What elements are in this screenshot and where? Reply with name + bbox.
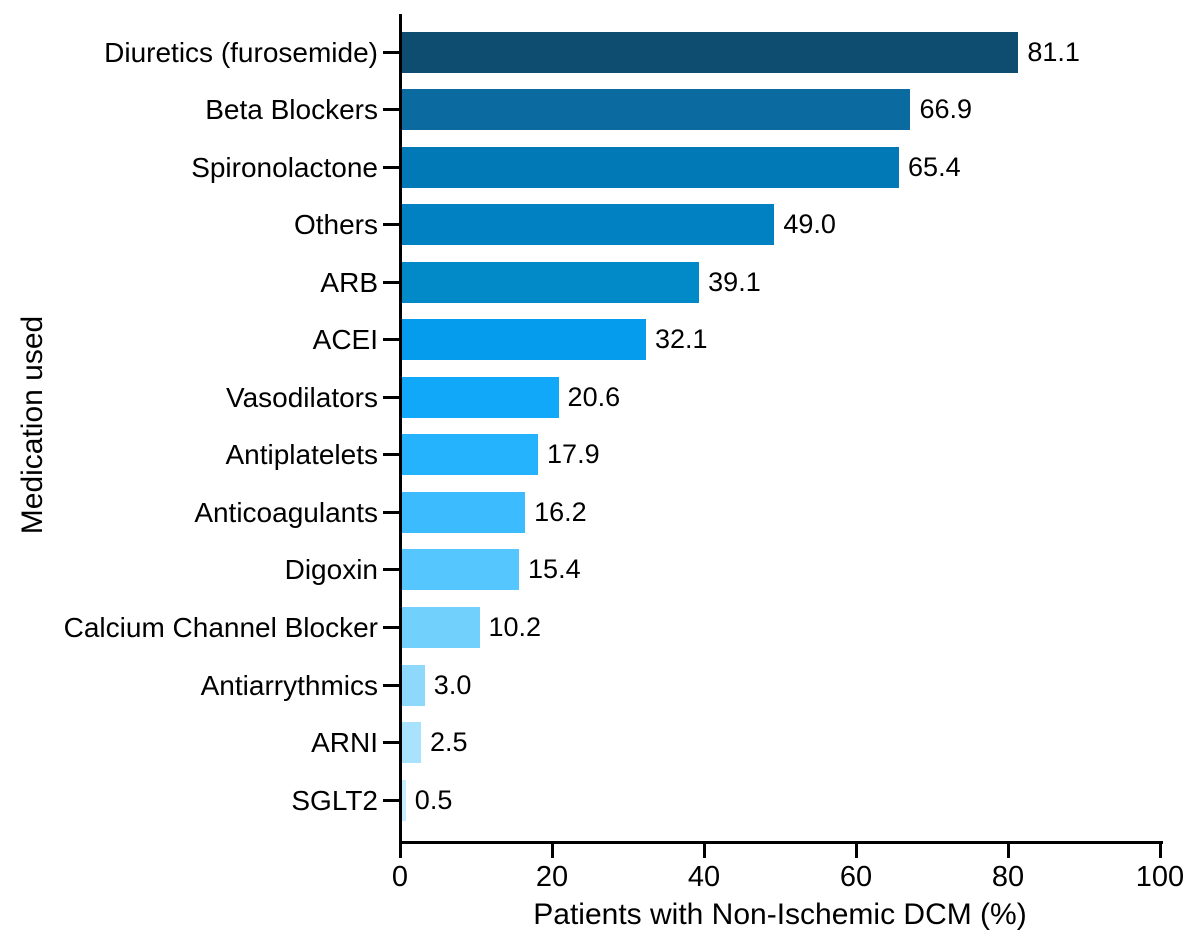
bar <box>402 549 520 591</box>
value-label: 3.0 <box>433 669 472 700</box>
category-label: ARB <box>320 266 378 298</box>
x-tick <box>398 844 402 858</box>
x-axis-title: Patients with Non-Ischemic DCM (%) <box>533 898 1027 931</box>
value-label: 32.1 <box>654 324 708 355</box>
category-label: Beta Blockers <box>205 94 378 126</box>
category-tick <box>383 510 400 514</box>
category-tick <box>383 741 400 745</box>
bar <box>402 664 425 706</box>
category-tick <box>383 626 400 629</box>
value-label: 81.1 <box>1027 36 1080 67</box>
value-label: 49.0 <box>783 209 836 240</box>
category-tick <box>383 50 400 54</box>
category-label: Spironolactone <box>191 151 378 183</box>
category-tick <box>383 280 400 284</box>
category-label: SGLT2 <box>291 784 378 816</box>
bar <box>402 261 700 303</box>
category-tick <box>383 568 400 572</box>
bar <box>402 491 526 533</box>
x-tick <box>1158 844 1162 858</box>
bar <box>402 319 646 361</box>
category-label: Antiarrythmics <box>200 669 378 701</box>
x-tick-label: 40 <box>687 861 721 893</box>
bar <box>402 779 406 821</box>
bar <box>402 376 559 418</box>
value-label: 16.2 <box>534 496 587 527</box>
x-tick-label: 100 <box>1135 861 1185 893</box>
category-tick <box>383 798 400 802</box>
value-label: 39.1 <box>708 266 761 297</box>
category-tick <box>383 165 400 169</box>
bar <box>402 434 539 476</box>
value-label: 2.5 <box>430 727 468 758</box>
bar <box>402 607 480 648</box>
category-label: Diuretics (furosemide) <box>104 36 378 68</box>
category-label: ARNI <box>311 727 378 759</box>
x-tick <box>1006 844 1010 858</box>
bar <box>402 31 1019 73</box>
category-tick <box>383 108 400 112</box>
value-label: 10.2 <box>488 612 542 642</box>
x-axis-line <box>399 841 1163 844</box>
value-label: 20.6 <box>567 381 621 412</box>
value-label: 65.4 <box>908 151 961 182</box>
category-tick <box>383 223 400 227</box>
value-label: 66.9 <box>919 94 972 125</box>
category-tick <box>383 395 400 399</box>
y-axis-line <box>399 14 402 858</box>
x-tick-label: 20 <box>535 861 569 893</box>
x-tick-label: 0 <box>391 861 409 893</box>
x-tick-label: 80 <box>991 861 1025 893</box>
bar <box>402 722 421 764</box>
category-tick <box>383 338 400 342</box>
value-label: 17.9 <box>547 439 600 470</box>
category-label: ACEI <box>312 324 378 356</box>
x-tick <box>854 844 858 858</box>
x-tick <box>550 844 554 858</box>
category-tick <box>383 453 400 457</box>
bar <box>402 146 900 188</box>
category-tick <box>383 683 400 687</box>
bar <box>402 89 911 131</box>
value-label: 15.4 <box>528 554 581 585</box>
value-label: 0.5 <box>414 784 453 815</box>
x-tick-label: 60 <box>839 861 873 893</box>
bar <box>402 204 775 246</box>
category-label: Calcium Channel Blocker <box>63 612 378 643</box>
category-label: Digoxin <box>284 554 378 586</box>
x-tick <box>702 844 706 858</box>
category-label: Vasodilators <box>225 381 378 413</box>
category-label: Others <box>293 209 378 241</box>
category-label: Antiplatelets <box>225 439 378 471</box>
category-label: Anticoagulants <box>194 496 378 528</box>
